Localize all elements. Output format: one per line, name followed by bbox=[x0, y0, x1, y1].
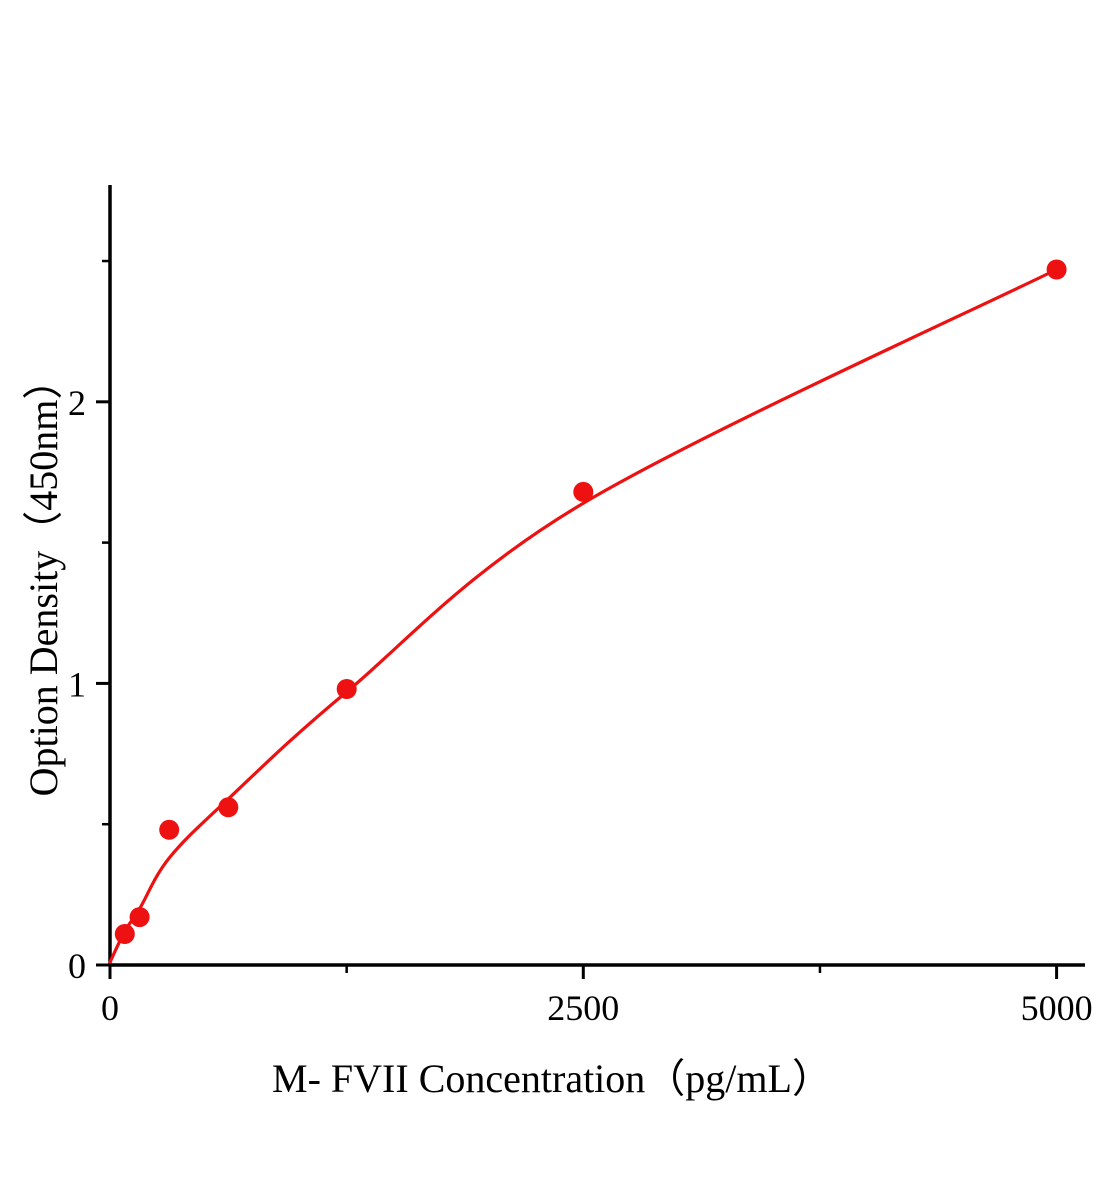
data-point bbox=[129, 907, 150, 928]
y-tick-label: 2 bbox=[68, 383, 86, 423]
x-tick-label: 5000 bbox=[1021, 988, 1093, 1028]
x-tick-label: 2500 bbox=[547, 988, 619, 1028]
data-point bbox=[573, 481, 594, 502]
data-point bbox=[159, 819, 180, 840]
x-tick-label: 0 bbox=[101, 988, 119, 1028]
data-point bbox=[1046, 259, 1067, 280]
y-axis-title: Option Density（450nm） bbox=[21, 359, 66, 797]
data-point bbox=[336, 679, 357, 699]
x-axis-title: M- FVII Concentration（pg/mL） bbox=[272, 1056, 832, 1101]
y-tick-label: 1 bbox=[68, 664, 86, 704]
y-tick-label: 0 bbox=[68, 946, 86, 986]
data-point bbox=[218, 797, 239, 818]
data-point bbox=[114, 924, 135, 944]
fit-curve-line bbox=[108, 267, 1059, 964]
